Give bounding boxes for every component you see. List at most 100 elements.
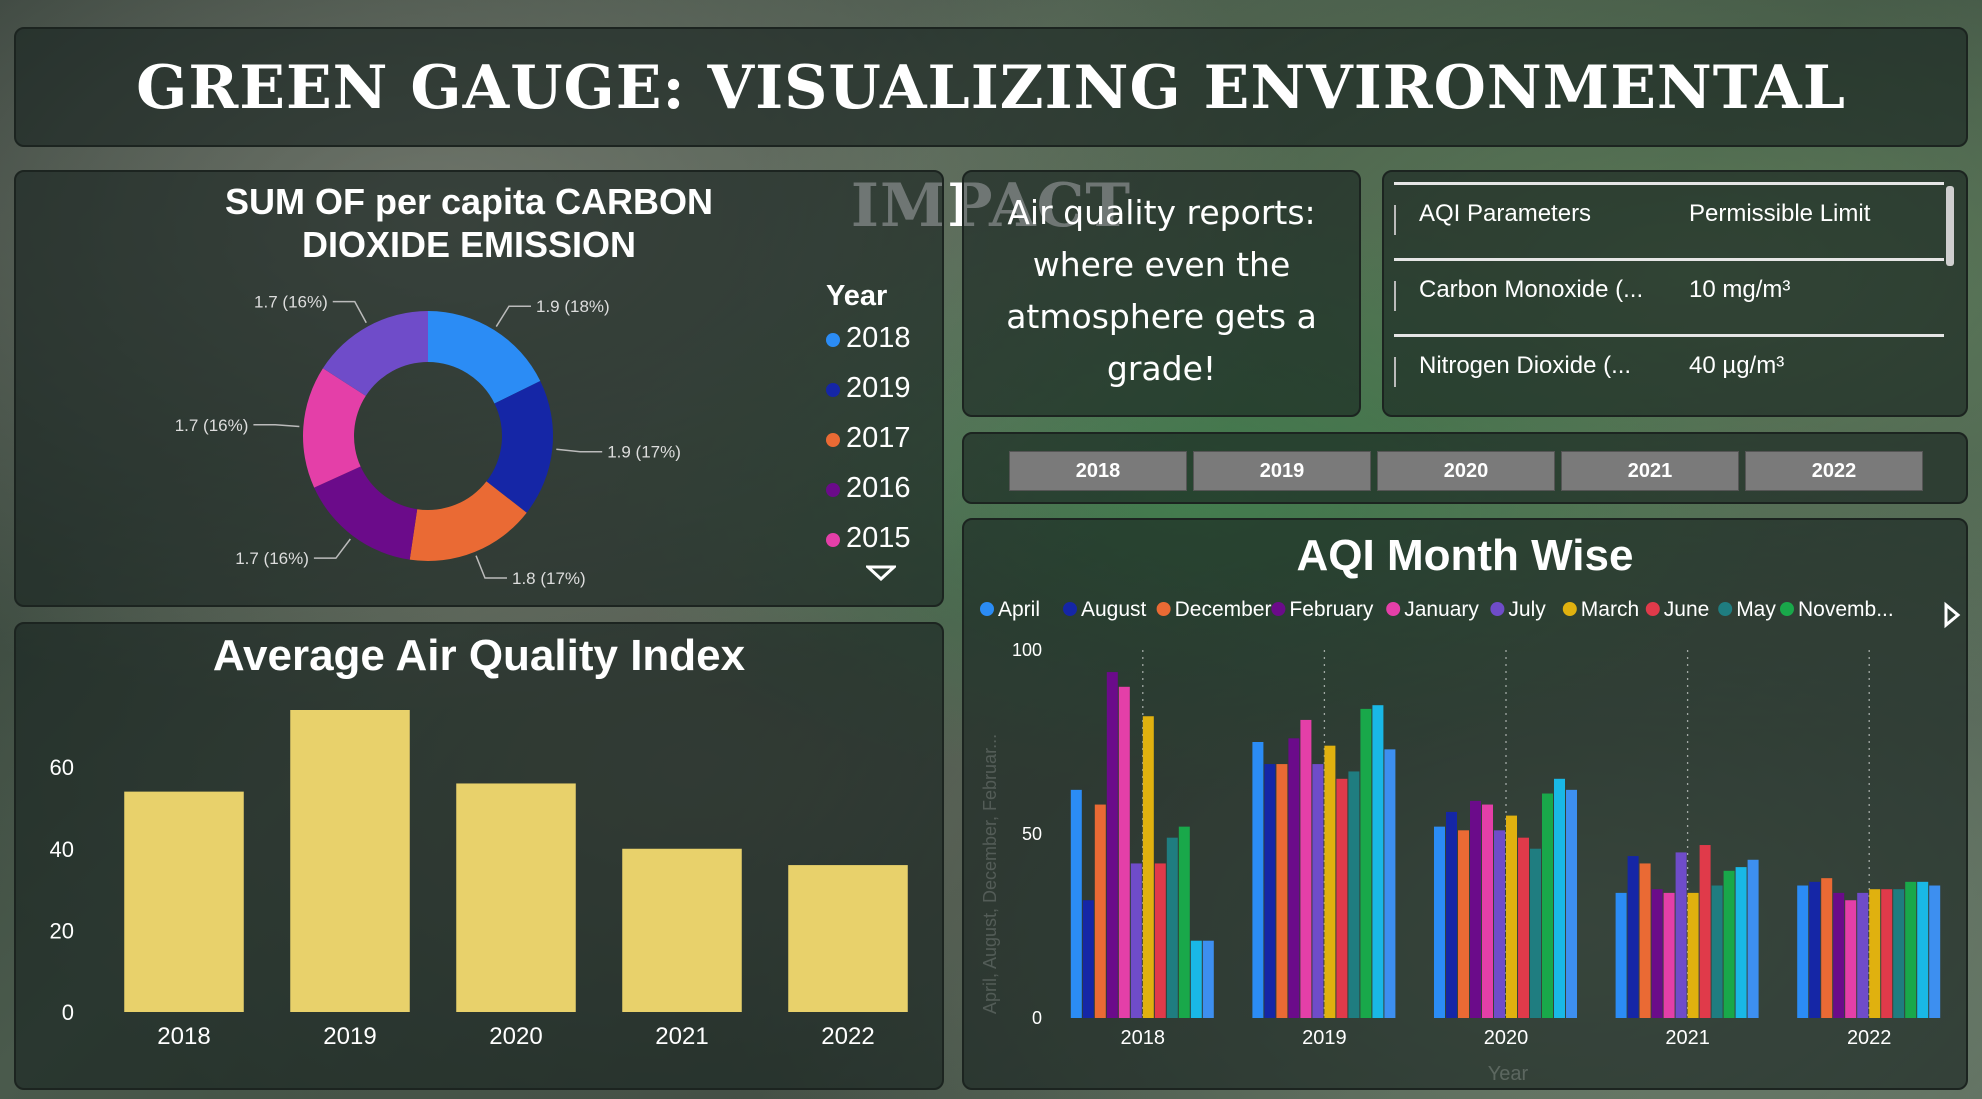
donut-slice-2019[interactable]	[486, 381, 553, 513]
bar-2022-Novemb...[interactable]	[1905, 881, 1917, 1018]
bar-2019-series11[interactable]	[1384, 749, 1396, 1018]
bar-2018-Novemb...[interactable]	[1178, 826, 1190, 1018]
bar-2018-December[interactable]	[1094, 804, 1106, 1018]
bar-2021-December[interactable]	[1639, 863, 1651, 1018]
donut-slice-2016[interactable]	[314, 466, 418, 560]
bar-2022-December[interactable]	[1821, 878, 1833, 1018]
slicer-2021-button[interactable]: 2021	[1561, 451, 1739, 491]
slicer-2018-button[interactable]: 2018	[1009, 451, 1187, 491]
bar-2021-March[interactable]	[1687, 892, 1699, 1018]
bar-2021-February[interactable]	[1651, 889, 1663, 1018]
bar-2018-April[interactable]	[1070, 789, 1082, 1018]
bar-2021-July[interactable]	[1675, 852, 1687, 1018]
header-permissible-limit[interactable]: Permissible Limit	[1689, 200, 1871, 227]
header-aqi-parameters[interactable]: AQI Parameters	[1419, 200, 1592, 227]
bar-2019[interactable]	[290, 710, 410, 1012]
bar-2020-series10[interactable]	[1554, 778, 1565, 1018]
bar-2018-February[interactable]	[1106, 672, 1118, 1018]
bar-2019-June[interactable]	[1336, 778, 1348, 1018]
bar-2019-May[interactable]	[1348, 771, 1360, 1018]
bar-2020-February[interactable]	[1470, 800, 1481, 1018]
bar-2020[interactable]	[456, 783, 576, 1012]
bar-2021-August[interactable]	[1627, 856, 1639, 1018]
table-cell: 40 µg/m³	[1689, 352, 1785, 379]
bar-2022-March[interactable]	[1869, 889, 1881, 1018]
bar-2018[interactable]	[124, 791, 244, 1012]
legend-scroll-down-icon[interactable]	[864, 565, 911, 585]
legend-item-june[interactable]: June	[1664, 598, 1710, 621]
legend-item-december[interactable]: December	[1175, 598, 1272, 621]
bar-2022-June[interactable]	[1881, 889, 1893, 1018]
bar-2019-January[interactable]	[1300, 719, 1312, 1018]
legend-item-2016[interactable]: 2016	[826, 463, 911, 513]
bar-2022-April[interactable]	[1797, 885, 1809, 1018]
bar-2022[interactable]	[788, 865, 908, 1012]
bar-2022-series11[interactable]	[1929, 885, 1941, 1018]
bar-2020-March[interactable]	[1506, 815, 1517, 1018]
donut-slice-2018[interactable]	[428, 311, 541, 404]
legend-next-icon[interactable]	[1944, 601, 1961, 629]
bar-2022-July[interactable]	[1857, 892, 1869, 1018]
slicer-2019-button[interactable]: 2019	[1193, 451, 1371, 491]
legend-item-march[interactable]: March	[1581, 598, 1639, 621]
bar-2018-March[interactable]	[1142, 716, 1154, 1018]
bar-2019-April[interactable]	[1252, 742, 1264, 1018]
bar-2021-May[interactable]	[1711, 885, 1723, 1018]
bar-2018-January[interactable]	[1118, 686, 1130, 1018]
bar-2018-May[interactable]	[1166, 837, 1178, 1018]
bar-2019-July[interactable]	[1312, 764, 1324, 1018]
bar-2021[interactable]	[622, 848, 742, 1012]
slicer-2020-button[interactable]: 2020	[1377, 451, 1555, 491]
slicer-2022-button[interactable]: 2022	[1745, 451, 1923, 491]
bar-2020-May[interactable]	[1530, 848, 1541, 1018]
donut-slice-2017[interactable]	[409, 481, 527, 561]
bar-2020-series11[interactable]	[1566, 789, 1577, 1018]
legend-item-2015[interactable]: 2015	[826, 513, 911, 563]
legend-item-january[interactable]: January	[1404, 598, 1479, 621]
bar-2021-June[interactable]	[1699, 845, 1711, 1018]
bar-2019-series10[interactable]	[1372, 705, 1384, 1018]
bar-2019-August[interactable]	[1264, 764, 1276, 1018]
table-header-row: AQI Parameters Permissible Limit	[1394, 182, 1944, 258]
bar-2020-January[interactable]	[1482, 804, 1493, 1018]
bar-2020-April[interactable]	[1434, 826, 1445, 1018]
bar-2020-August[interactable]	[1446, 811, 1457, 1018]
legend-item-may[interactable]: May	[1736, 598, 1776, 621]
bar-2018-July[interactable]	[1130, 863, 1142, 1018]
bar-2020-June[interactable]	[1518, 837, 1529, 1018]
legend-item-2017[interactable]: 2017	[826, 413, 911, 463]
legend-item-2019[interactable]: 2019	[826, 363, 911, 413]
bar-2020-December[interactable]	[1458, 830, 1469, 1018]
legend-item-august[interactable]: August	[1081, 598, 1147, 621]
legend-item-july[interactable]: July	[1508, 598, 1546, 621]
bar-2021-Novemb...[interactable]	[1723, 870, 1735, 1018]
co2-donut-chart: 1.9 (18%) 1.9 (17%) 1.8 (17%) 1.7 (16%) 1.7 …	[175, 293, 681, 588]
bar-2018-August[interactable]	[1082, 900, 1094, 1018]
x-tick-label: 2020	[1484, 1027, 1529, 1049]
bar-2022-January[interactable]	[1845, 900, 1857, 1018]
legend-item-novemb[interactable]: Novemb...	[1798, 598, 1894, 621]
legend-item-april[interactable]: April	[998, 598, 1040, 621]
legend-item-february[interactable]: February	[1289, 598, 1374, 621]
bar-2019-Novemb...[interactable]	[1360, 708, 1372, 1018]
bar-2019-February[interactable]	[1288, 738, 1300, 1018]
bar-2022-series10[interactable]	[1917, 881, 1929, 1018]
bar-2022-August[interactable]	[1809, 881, 1821, 1018]
bar-2021-series11[interactable]	[1747, 859, 1759, 1018]
bar-2019-December[interactable]	[1276, 764, 1288, 1018]
bar-2018-June[interactable]	[1154, 863, 1166, 1018]
bar-2021-series10[interactable]	[1735, 867, 1747, 1018]
bar-2020-Novemb...[interactable]	[1542, 793, 1553, 1018]
table-scrollbar[interactable]	[1946, 186, 1954, 266]
bar-2020-July[interactable]	[1494, 830, 1505, 1018]
bar-2019-March[interactable]	[1324, 745, 1336, 1018]
bar-2021-April[interactable]	[1615, 892, 1627, 1018]
legend-item-2018[interactable]: 2018	[826, 313, 911, 363]
donut-slice-other[interactable]	[322, 311, 428, 396]
bar-2021-January[interactable]	[1663, 892, 1675, 1018]
bar-2022-February[interactable]	[1833, 892, 1845, 1018]
donut-slice-2015[interactable]	[303, 368, 366, 488]
bar-2018-series10[interactable]	[1190, 940, 1202, 1018]
bar-2022-May[interactable]	[1893, 889, 1905, 1018]
bar-2018-series11[interactable]	[1202, 940, 1214, 1018]
